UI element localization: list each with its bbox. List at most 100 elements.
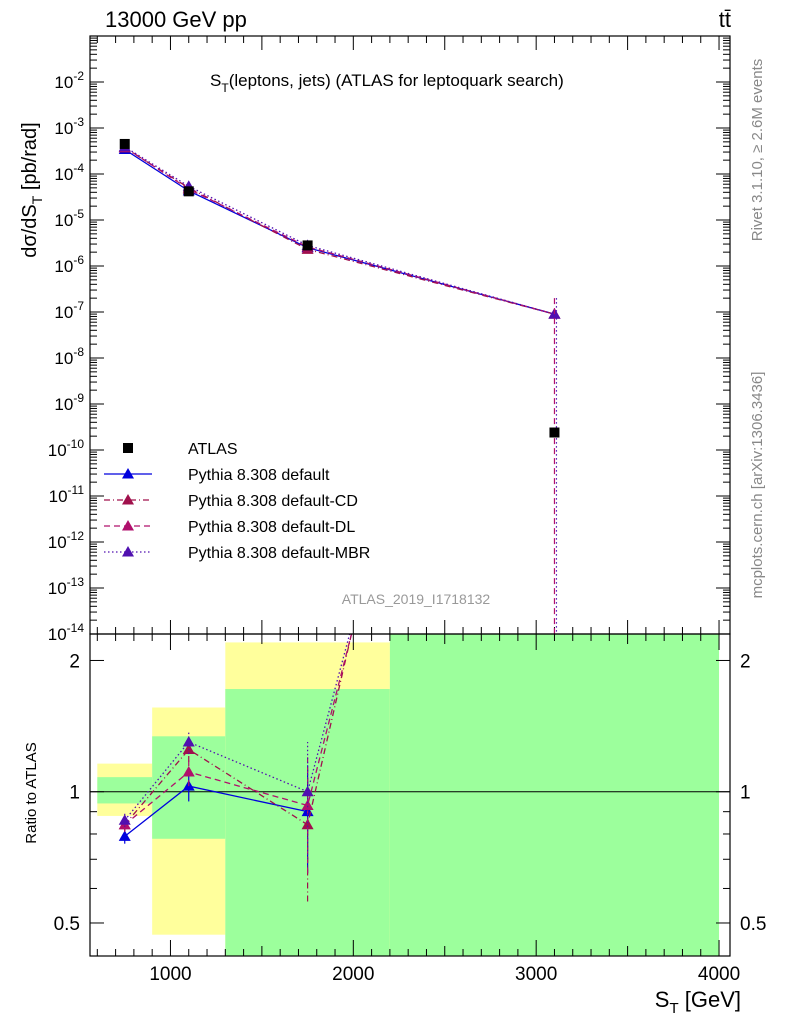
ratio-marker-2 (301, 799, 314, 810)
ratio-y-tick-label-right: 0.5 (740, 914, 766, 935)
chart-title: ST(leptons, jets) (ATLAS for leptoquark … (210, 71, 564, 95)
tick-exponent: -14 (67, 621, 85, 635)
y-label-post: [pb/rad] (19, 122, 41, 195)
tick-base: 10 (54, 119, 73, 138)
energy-label: 13000 GeV pp (105, 7, 247, 32)
ratio-line-2 (124, 633, 353, 826)
legend-marker-data (123, 443, 133, 453)
main-y-tick-label: 10-13 (48, 575, 85, 598)
tick-exponent: -2 (73, 69, 84, 83)
ratio-y-tick-label-right: 2 (740, 651, 751, 672)
main-y-tick-label: 10-12 (48, 529, 85, 552)
legend: ATLAS Pythia 8.308 default Pythia 8.308 de… (104, 441, 370, 562)
tick-base: 10 (48, 625, 67, 644)
main-y-tick-label: 10-14 (48, 621, 85, 644)
ratio-marker-0 (118, 830, 131, 841)
mcplots-label: mcplots.cern.ch [arXiv:1306.3436] (749, 372, 766, 599)
main-line-0 (124, 149, 555, 315)
tick-base: 10 (48, 533, 67, 552)
main-line-2 (124, 146, 555, 315)
ratio-y-tick-label-left: 2 (69, 651, 80, 672)
tick-exponent: -8 (73, 345, 84, 359)
tick-exponent: -6 (73, 253, 84, 267)
y-label-sub: T (29, 195, 45, 204)
main-line-1 (124, 147, 555, 315)
tick-base: 10 (48, 441, 67, 460)
x-axis-label: ST [GeV] (655, 987, 741, 1017)
tick-exponent: -13 (67, 575, 85, 589)
tick-exponent: -4 (73, 161, 84, 175)
ratio-marker-1 (301, 818, 314, 830)
band-inner-0 (97, 777, 153, 804)
band-inner-3 (389, 634, 720, 956)
legend-marker-3 (122, 520, 134, 531)
main-y-tick-label: 10-7 (54, 299, 84, 322)
main-y-tick-label: 10-10 (48, 437, 85, 460)
x-label-main: S (655, 987, 670, 1012)
ratio-marker-3 (182, 736, 195, 747)
main-line-3 (124, 146, 555, 315)
process-label: tt̄ (719, 7, 731, 32)
data-point (119, 138, 130, 149)
ratio-line-1 (124, 633, 353, 826)
x-label-rest: [GeV] (679, 987, 741, 1012)
tick-base: 10 (54, 349, 73, 368)
analysis-watermark: ATLAS_2019_I1718132 (342, 591, 491, 607)
tick-exponent: -11 (68, 483, 85, 497)
ratio-marker-2 (182, 765, 195, 777)
legend-label-2: Pythia 8.308 default-CD (188, 493, 358, 510)
x-tick-label: 2000 (332, 964, 374, 985)
legend-marker-2 (122, 494, 134, 505)
ratio-marker-3 (118, 814, 131, 825)
tick-base: 10 (49, 487, 68, 506)
legend-label-3: Pythia 8.308 default-DL (188, 519, 355, 536)
chart-title-main: S (210, 71, 221, 90)
ratio-y-tick-label-right: 1 (740, 783, 751, 804)
tick-exponent: -7 (73, 299, 84, 313)
tick-exponent: -5 (73, 207, 84, 221)
main-y-tick-label: 10-8 (54, 345, 84, 368)
legend-label-1: Pythia 8.308 default (188, 467, 330, 484)
main-frame (89, 35, 731, 635)
ratio-y-tick-label-left: 1 (69, 783, 80, 804)
rivet-version-label: Rivet 3.1.10, ≥ 2.6M events (749, 59, 766, 242)
x-tick-label: 3000 (515, 964, 557, 985)
main-y-tick-label: 10-5 (54, 207, 84, 230)
tick-exponent: -10 (67, 437, 85, 451)
ratio-y-tick-label-left: 0.5 (54, 914, 80, 935)
legend-marker-4 (122, 546, 134, 557)
legend-label-0: ATLAS (188, 441, 238, 458)
main-y-tick-label: 10-11 (49, 483, 85, 506)
x-label-sub: T (669, 1000, 678, 1017)
tick-base: 10 (54, 257, 73, 276)
y-label-pre: dσ/dS (19, 204, 41, 258)
legend-marker-1 (122, 468, 134, 479)
tick-base: 10 (54, 211, 73, 230)
tick-base: 10 (54, 303, 73, 322)
chart-title-sub: T (221, 81, 229, 95)
x-tick-label: 4000 (698, 964, 740, 985)
x-tick-label: 1000 (149, 964, 191, 985)
ratio-marker-3 (301, 785, 314, 797)
ratio-y-axis-label: Ratio to ATLAS (23, 742, 40, 843)
tick-base: 10 (54, 73, 73, 92)
data-point (183, 186, 194, 197)
legend-label-4: Pythia 8.308 default-MBR (188, 545, 370, 562)
ratio-line-3 (124, 633, 351, 821)
main-axis-ticks: 10-210-310-410-510-610-710-810-910-1010-… (48, 36, 730, 644)
main-series-group (118, 138, 561, 634)
tick-base: 10 (54, 395, 73, 414)
ratio-series-group (118, 633, 353, 902)
tick-exponent: -12 (67, 529, 85, 543)
tick-exponent: -3 (73, 115, 84, 129)
main-y-tick-label: 10-3 (54, 115, 84, 138)
ratio-frame (89, 633, 731, 957)
data-point (549, 427, 560, 438)
plot-frames (89, 35, 731, 957)
main-y-tick-label: 10-9 (54, 391, 84, 414)
tick-base: 10 (48, 579, 67, 598)
tick-exponent: -9 (73, 391, 84, 405)
tick-base: 10 (54, 165, 73, 184)
